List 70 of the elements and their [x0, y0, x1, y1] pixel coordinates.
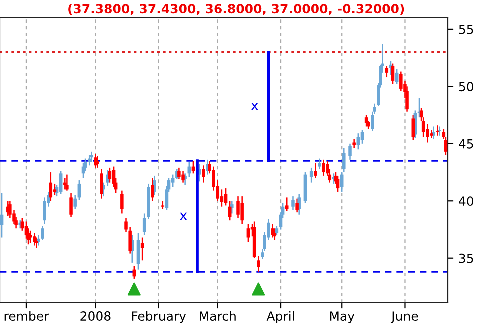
x-tick-label: 2008	[80, 312, 111, 322]
candlestick	[74, 194, 77, 210]
candlestick	[438, 126, 442, 137]
x-tick-label: rember	[4, 311, 50, 322]
y-tick-label: 45	[459, 140, 474, 149]
candlestick	[178, 167, 181, 180]
candlestick	[412, 114, 416, 142]
candlestick	[53, 183, 57, 196]
x-tick-label: April	[266, 311, 294, 324]
candlestick	[318, 158, 322, 170]
candlestick	[220, 189, 224, 208]
candlestick	[0, 192, 4, 238]
candlestick	[64, 178, 67, 190]
y-tick-label: 50	[459, 82, 474, 92]
candlestick	[322, 159, 326, 177]
candlestick	[395, 68, 399, 86]
candlestick	[296, 198, 299, 214]
candlestick	[286, 197, 289, 212]
y-tick-label: 35	[459, 254, 474, 264]
candlestick	[246, 223, 250, 243]
candlestick	[356, 132, 360, 150]
x-tick-label: February	[132, 311, 186, 324]
candlestick	[342, 148, 346, 174]
chart-title: (37.3800, 37.4300, 36.8000, 37.0000, -0.32000)	[68, 4, 404, 16]
candlestick	[240, 196, 244, 225]
candlestick	[360, 130, 364, 145]
candlestick	[230, 200, 234, 214]
candlestick	[182, 170, 185, 184]
candlestick	[108, 167, 112, 184]
annotation: x	[180, 212, 188, 220]
candlestick	[340, 172, 344, 193]
candlestick	[151, 178, 154, 202]
annotation: x	[251, 102, 259, 111]
candlestick	[202, 165, 206, 184]
candlestick	[28, 230, 32, 244]
candlestick	[385, 65, 389, 78]
candlestick	[228, 200, 232, 222]
candlestick	[271, 223, 274, 238]
candlestick	[256, 255, 260, 273]
candlestick	[142, 213, 146, 236]
candlestick	[90, 151, 94, 163]
candlestick	[336, 175, 340, 193]
y-tick-label: 55	[459, 25, 474, 34]
candlestick	[171, 174, 175, 188]
y-tick-label: 40	[459, 196, 474, 206]
candlestick	[70, 192, 73, 218]
candlestick	[20, 218, 24, 232]
candlestick	[352, 138, 356, 150]
candlestick	[100, 168, 104, 200]
candlestick	[224, 188, 228, 206]
x-tick-label: May	[330, 312, 355, 324]
candlestick	[96, 156, 100, 169]
candlestick	[275, 226, 279, 236]
candlestick	[348, 143, 352, 161]
candlestick	[78, 180, 82, 201]
x-tick-label: March	[200, 311, 236, 322]
candlestick	[49, 172, 53, 202]
candlestick	[436, 124, 440, 137]
candlestick	[391, 63, 395, 86]
candlestick	[273, 228, 277, 241]
candlestick	[120, 190, 124, 214]
x-tick-label: June	[390, 312, 418, 324]
candlestick	[140, 237, 144, 262]
candlestick	[66, 174, 69, 192]
candlestick	[192, 160, 196, 174]
candlestick	[314, 162, 318, 179]
candlestick	[292, 196, 295, 211]
candlestick	[35, 237, 38, 249]
candlestick	[426, 124, 430, 144]
candlestick	[59, 170, 63, 195]
